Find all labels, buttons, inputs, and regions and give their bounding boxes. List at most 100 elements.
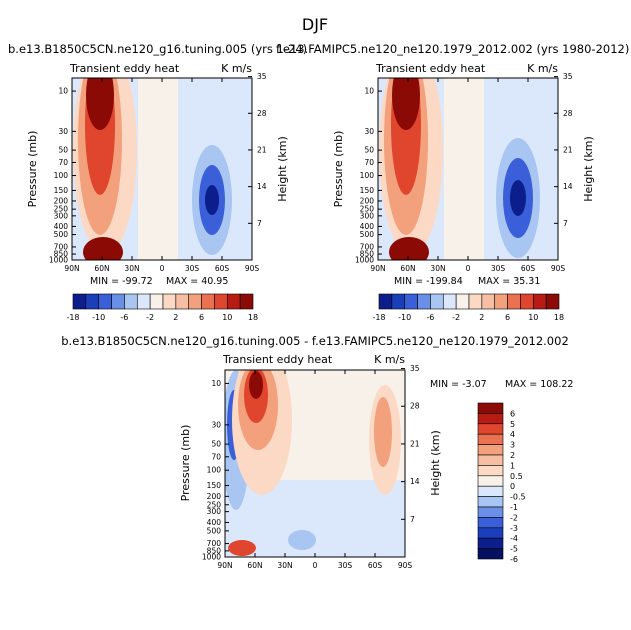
colorbar-c-swatch: [478, 455, 503, 465]
panel-c-ylabel-right: Height (km): [429, 430, 442, 496]
colorbar-b-label: 2: [479, 313, 484, 322]
panel-c-title: b.e13.B1850C5CN.ne120_g16.tuning.005 - f…: [61, 334, 569, 348]
panel-b-y-right-tick-label: 35: [563, 72, 573, 81]
panel-a-x-tick-label: 60S: [215, 264, 230, 273]
panel-a-x-tick-label: 60N: [94, 264, 109, 273]
panel-a-y-tick-label: 30: [58, 127, 68, 136]
colorbar-c-swatch: [478, 465, 503, 475]
colorbar-c-label: -1: [510, 503, 518, 512]
colorbar-c-swatch: [478, 538, 503, 548]
colorbar-b-swatch: [520, 294, 533, 309]
panel-c-south-light: [374, 397, 392, 467]
panel-c-units: K m/s: [374, 353, 405, 366]
panel-b-y-tick-label: 10: [364, 87, 374, 96]
panel-a-x-tick-label: 30N: [124, 264, 139, 273]
panel-c-max-label: MAX = 108.22: [505, 379, 573, 390]
colorbar-b-swatch: [379, 294, 392, 309]
panel-b-equator-band: [444, 78, 484, 260]
panel-a-min-core: [205, 185, 219, 215]
panel-c-y-tick-label: 10: [211, 379, 221, 388]
colorbar-c-label: -5: [510, 545, 518, 554]
panel-c-variable: Transient eddy heat: [222, 353, 333, 366]
colorbar-b-label: 6: [505, 313, 510, 322]
colorbar-b-swatch: [508, 294, 521, 309]
panel-b: f.e13.FAMIPC5.ne120_ne120.1979_2012.002 …: [276, 42, 629, 287]
figure: DJF b.e13.B1850C5CN.ne120_g16.tuning.005…: [0, 0, 631, 630]
panel-a-y-right-tick-label: 35: [257, 72, 267, 81]
panel-a-y-tick-label: 100: [54, 171, 69, 180]
panel-c-x-tick-label: 30N: [277, 561, 292, 570]
panel-b-y-tick-label: 500: [360, 230, 375, 239]
panel-b-x-tick-label: 60N: [400, 264, 415, 273]
colorbar-c-label: 0: [510, 482, 515, 491]
panel-b-x-tick-label: 60S: [521, 264, 536, 273]
panel-a-max-label: MAX = 40.95: [166, 276, 228, 287]
panel-c-min-label: MIN = -3.07: [430, 379, 487, 390]
colorbar-a-label: 6: [199, 313, 204, 322]
panel-c-x-tick-label: 90S: [398, 561, 413, 570]
panel-b-variable: Transient eddy heat: [375, 62, 486, 75]
panel-a-title: b.e13.B1850C5CN.ne120_g16.tuning.005 (yr…: [8, 42, 307, 56]
colorbar-a-swatch: [202, 294, 215, 309]
panel-a-y-right-tick-label: 14: [257, 182, 267, 191]
colorbar-a-swatch: [99, 294, 112, 309]
panel-a-equator-band: [138, 78, 178, 260]
panel-a-y-tick-label: 150: [54, 186, 69, 195]
panel-b-min-core: [510, 180, 526, 216]
panel-c-y-tick-label: 100: [207, 466, 222, 475]
panel-a-y-tick-label: 500: [54, 230, 69, 239]
panel-a-y-right-tick-label: 7: [257, 219, 262, 228]
panel-a-ylabel-right: Height (km): [276, 136, 289, 202]
panel-a-variable: Transient eddy heat: [69, 62, 180, 75]
colorbar-a-swatch: [150, 294, 163, 309]
panel-c-surface-max: [228, 540, 256, 556]
panel-b-x-tick-label: 30S: [491, 264, 506, 273]
colorbar-c-swatch: [478, 424, 503, 434]
colorbar-b-swatch: [546, 294, 559, 309]
colorbar-c-label: -4: [510, 534, 518, 543]
colorbar-b-swatch: [430, 294, 443, 309]
panel-b-y-tick-label: 70: [364, 158, 374, 167]
panel-b-y-tick-label: 100: [360, 171, 375, 180]
panel-b-x-tick-label: 90N: [370, 264, 385, 273]
colorbar-a-label: -2: [146, 313, 154, 322]
panel-c-ylabel: Pressure (mb): [179, 425, 192, 502]
panel-c-x-tick-label: 0: [313, 561, 318, 570]
colorbar-b-label: -18: [372, 313, 385, 322]
panel-b-max-lower: [389, 237, 429, 267]
colorbar-c-swatch: [478, 476, 503, 486]
panel-c-surface-min: [288, 530, 316, 550]
panel-c-max-core: [249, 371, 263, 399]
colorbar-c-swatch: [478, 403, 503, 413]
panel-a-x-tick-label: 0: [160, 264, 165, 273]
colorbar-c-swatch: [478, 434, 503, 444]
colorbar-b-swatch: [418, 294, 431, 309]
panel-b-title: f.e13.FAMIPC5.ne120_ne120.1979_2012.002 …: [276, 42, 629, 56]
panel-b-y-tick-label: 1000: [355, 256, 374, 265]
panel-c-x-tick-label: 90N: [217, 561, 232, 570]
panel-a-y-tick-label: 70: [58, 158, 68, 167]
panel-c-y-tick-label: 50: [211, 440, 221, 449]
colorbar-a-swatch: [189, 294, 202, 309]
colorbar-c-label: 1: [510, 461, 515, 470]
panel-a-y-tick-label: 1000: [49, 256, 68, 265]
panel-c-x-tick-label: 60N: [247, 561, 262, 570]
colorbar-c-label: -2: [510, 513, 518, 522]
panel-a-x-tick-label: 90N: [64, 264, 79, 273]
panel-c-y-right-tick-label: 28: [410, 402, 420, 411]
colorbar-c-swatch: [478, 486, 503, 496]
colorbar-a-swatch: [112, 294, 125, 309]
colorbar-c-swatch: [478, 549, 503, 559]
colorbar-c-label: -3: [510, 524, 518, 533]
colorbar-b-swatch: [469, 294, 482, 309]
colorbar-a-label: 2: [173, 313, 178, 322]
colorbar-a-label: 10: [222, 313, 232, 322]
panel-a-y-tick-label: 300: [54, 211, 69, 220]
panel-a-max-lower: [83, 237, 123, 267]
panel-b-y-tick-label: 150: [360, 186, 375, 195]
colorbar-c-swatch: [478, 517, 503, 527]
panel-c-y-right-tick-label: 35: [410, 364, 420, 373]
colorbar-c-label: 6: [510, 409, 515, 418]
colorbar-a-swatch: [163, 294, 176, 309]
panel-a-x-tick-label: 90S: [245, 264, 260, 273]
